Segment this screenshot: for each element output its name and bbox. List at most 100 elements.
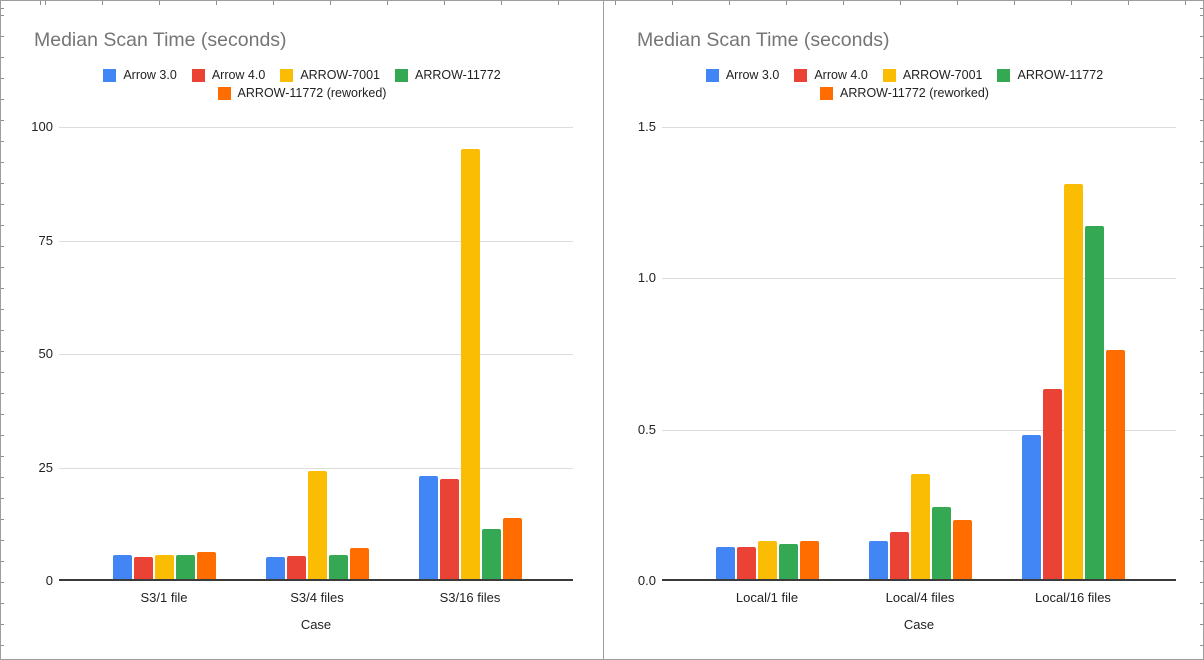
legend-label: Arrow 4.0 — [211, 68, 266, 82]
bar — [328, 554, 348, 580]
y-tick-label: 25 — [38, 459, 53, 475]
y-tick-label: 0.5 — [637, 421, 656, 437]
legend-label: ARROW-11772 (reworked) — [840, 86, 989, 100]
bar — [1105, 350, 1125, 580]
chart-card-s3[interactable]: Median Scan Time (seconds) Arrow 3.0 Arro… — [1, 1, 603, 659]
legend-swatch — [820, 86, 834, 100]
legend-swatch — [794, 68, 808, 82]
x-category-label: Local/16 files — [1035, 590, 1111, 605]
gridline — [662, 278, 1176, 280]
x-category-label: Local/1 file — [735, 590, 799, 605]
x-category-label: S3/4 files — [290, 590, 344, 605]
bar — [952, 519, 972, 580]
y-tick-label: 0.0 — [637, 573, 656, 588]
legend-label: ARROW-11772 — [1017, 68, 1104, 82]
y-tick-label: 1.5 — [637, 119, 656, 134]
bar — [889, 531, 909, 580]
sheet-column-gridline-ticks — [1, 1, 1203, 5]
gridline — [59, 467, 573, 469]
legend-row: Arrow 3.0 Arrow 4.0 ARROW-7001 ARROW-11772 — [705, 68, 1103, 82]
bar — [307, 471, 327, 580]
x-axis-title: Case — [903, 617, 935, 632]
bar — [736, 546, 756, 580]
bar — [133, 556, 153, 580]
legend-label: ARROW-11772 (reworked) — [237, 86, 387, 100]
legend-item: ARROW-11772 — [394, 68, 501, 82]
legend-item: Arrow 3.0 — [103, 68, 177, 82]
x-category-label: Local/4 files — [885, 590, 955, 605]
y-tick-label: 100 — [31, 119, 53, 134]
x-axis-title: Case — [300, 617, 332, 632]
bar — [715, 546, 735, 580]
legend-swatch — [705, 68, 719, 82]
bar-group — [265, 471, 369, 580]
x-axis-line — [59, 579, 573, 581]
gridline — [59, 240, 573, 242]
legend-row: ARROW-11772 (reworked) — [217, 86, 387, 100]
x-axis-line — [662, 579, 1176, 581]
legend: Arrow 3.0 Arrow 4.0 ARROW-7001 ARROW-11772 A… — [604, 68, 1203, 100]
legend-label: ARROW-7001 — [300, 68, 380, 82]
legend-item: ARROW-7001 — [280, 68, 380, 82]
legend-item: Arrow 4.0 — [794, 68, 868, 82]
bar — [1042, 389, 1062, 580]
legend-row: ARROW-11772 (reworked) — [820, 86, 989, 100]
bar — [175, 555, 195, 580]
bar — [1021, 434, 1041, 580]
plot-area — [59, 127, 573, 581]
chart-card-local[interactable]: Median Scan Time (seconds) Arrow 3.0 Arro… — [603, 1, 1203, 659]
chart-title: Median Scan Time (seconds) — [34, 29, 287, 51]
bar-group — [1021, 183, 1125, 580]
x-category-label: S3/1 file — [140, 590, 188, 605]
y-tick-label: 0 — [45, 573, 53, 588]
bar — [418, 475, 438, 580]
bar-group — [112, 552, 216, 580]
bar — [1084, 225, 1104, 580]
legend-swatch — [103, 68, 117, 82]
bar — [460, 148, 480, 580]
legend-item: Arrow 3.0 — [705, 68, 780, 82]
gridline — [59, 127, 573, 128]
legend: Arrow 3.0 Arrow 4.0 ARROW-7001 ARROW-11772 A… — [1, 68, 603, 100]
bar-group — [715, 540, 819, 580]
bar — [931, 507, 951, 580]
y-tick-label: 50 — [38, 346, 53, 361]
legend-label: ARROW-7001 — [902, 68, 983, 82]
bar — [349, 547, 369, 580]
legend-label: Arrow 3.0 — [123, 68, 177, 82]
bar — [112, 554, 132, 580]
x-category-label: S3/16 files — [439, 590, 501, 605]
plot-area — [662, 127, 1176, 581]
bar — [757, 540, 777, 580]
legend-row: Arrow 3.0 Arrow 4.0 ARROW-7001 ARROW-11772 — [103, 68, 501, 82]
bar — [502, 518, 522, 580]
legend-label: Arrow 3.0 — [725, 68, 780, 82]
bar — [481, 528, 501, 580]
gridline — [662, 127, 1176, 128]
y-tick-label: 75 — [38, 232, 53, 248]
legend-item: ARROW-11772 (reworked) — [820, 86, 989, 100]
y-tick-label: 1.0 — [637, 270, 656, 286]
legend-item: Arrow 4.0 — [191, 68, 266, 82]
gridline — [662, 429, 1176, 431]
bar — [439, 478, 459, 580]
legend-item: ARROW-11772 (reworked) — [217, 86, 387, 100]
bar — [868, 540, 888, 580]
bar — [1063, 183, 1083, 580]
bar-group — [418, 148, 522, 580]
sheet-row-gridline-ticks — [1200, 1, 1203, 659]
gridline — [59, 354, 573, 355]
bar — [910, 474, 930, 580]
legend-label: Arrow 4.0 — [814, 68, 868, 82]
legend-item: ARROW-11772 — [997, 68, 1103, 82]
bar — [196, 552, 216, 580]
legend-swatch — [217, 86, 231, 100]
chart-title: Median Scan Time (seconds) — [637, 29, 890, 51]
bar — [265, 556, 285, 580]
bar — [778, 543, 798, 580]
bar — [799, 540, 819, 580]
bar — [286, 555, 306, 580]
legend-swatch — [191, 68, 205, 82]
legend-swatch — [394, 68, 408, 82]
